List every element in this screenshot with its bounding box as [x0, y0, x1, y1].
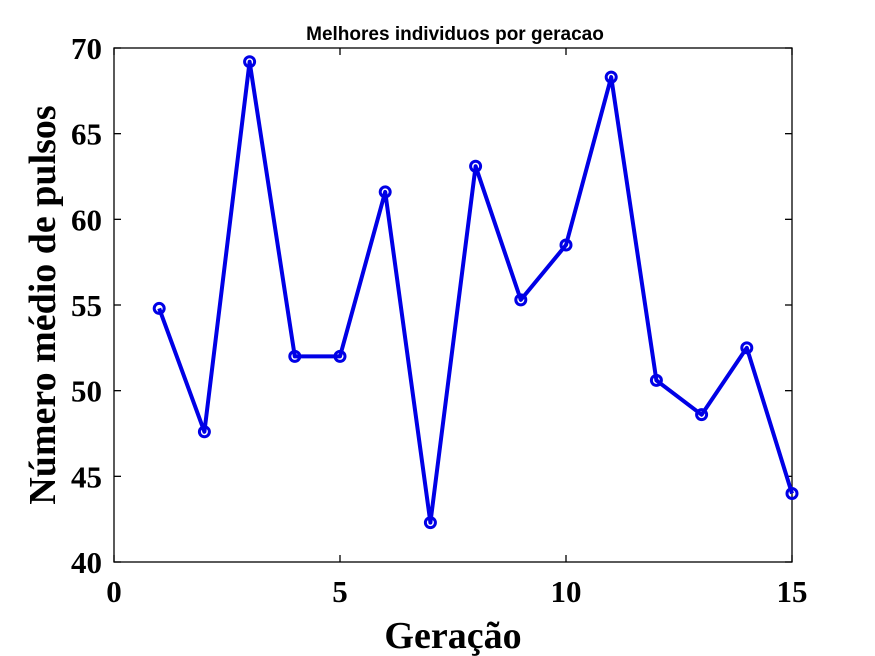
x-axis: 0 5 10 15: [106, 48, 808, 609]
data-point: [695, 408, 709, 422]
data-point: [559, 238, 573, 252]
data-point: [378, 185, 392, 199]
y-tick-label: 45: [71, 459, 102, 494]
x-tick-label: 5: [332, 574, 348, 609]
series-line: [157, 59, 794, 525]
data-point: [197, 425, 211, 439]
data-point: [649, 373, 663, 387]
y-axis: 40 45 50 55 60 65 70: [71, 31, 792, 580]
x-tick-label: 15: [777, 574, 808, 609]
x-tick-label: 0: [106, 574, 122, 609]
x-tick-label: 10: [551, 574, 582, 609]
y-tick-label: 65: [71, 117, 102, 152]
data-point: [469, 159, 483, 173]
x-axis-label: Geração: [384, 615, 521, 656]
series-markers: [152, 55, 799, 530]
data-point: [785, 486, 799, 500]
data-point: [604, 70, 618, 84]
y-tick-label: 55: [71, 288, 102, 323]
data-point: [514, 293, 528, 307]
y-tick-label: 70: [71, 31, 102, 66]
data-point: [423, 516, 437, 530]
data-point: [152, 301, 166, 315]
y-axis-label: Número médio de pulsos: [22, 105, 64, 504]
data-point: [288, 349, 302, 363]
chart-title: Melhores individuos por geracao: [306, 24, 604, 45]
data-point: [740, 341, 754, 355]
data-point: [243, 55, 257, 69]
plot-area: [113, 47, 793, 563]
y-tick-label: 40: [71, 545, 102, 580]
y-tick-label: 50: [71, 374, 102, 409]
y-tick-label: 60: [71, 202, 102, 237]
data-point: [333, 349, 347, 363]
